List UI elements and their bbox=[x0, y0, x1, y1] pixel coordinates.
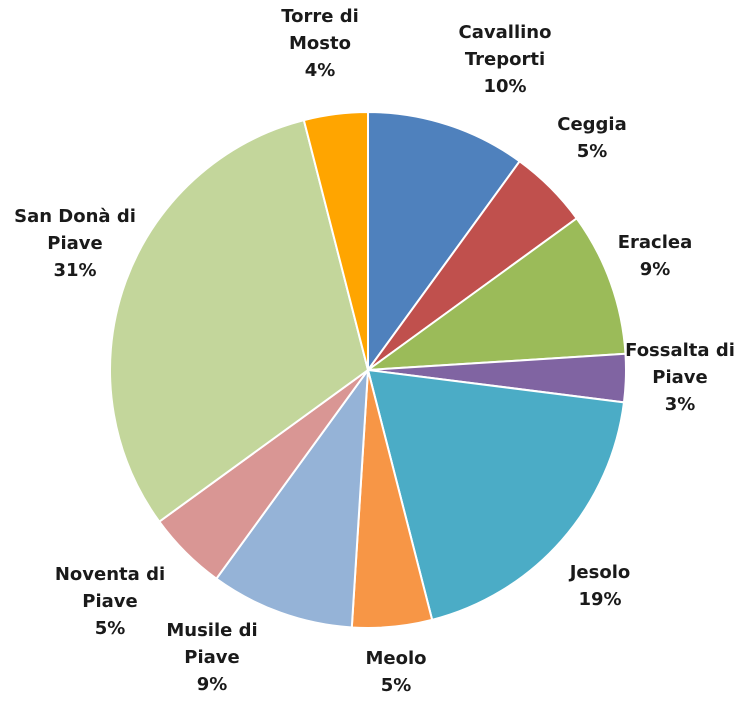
slice-label-cavallino-treporti: Cavallino Treporti 10% bbox=[459, 22, 552, 97]
pie-slices bbox=[109, 110, 627, 629]
slice-label-jesolo: Jesolo 19% bbox=[568, 562, 631, 610]
slice-label-torre-di-mosto: Torre di Mosto 4% bbox=[281, 6, 359, 81]
slice-label-fossalta-di-piave: Fossalta di Piave 3% bbox=[625, 340, 735, 415]
slice-label-ceggia: Ceggia 5% bbox=[557, 114, 627, 162]
pie-slice-jesolo bbox=[366, 368, 626, 622]
pie-slice-musile-di-piave bbox=[214, 366, 370, 629]
slice-label-musile-di-piave: Musile di Piave 9% bbox=[166, 620, 257, 695]
pie-slice-torre-di-mosto bbox=[302, 110, 369, 371]
pie-labels: Cavallino Treporti 10%Ceggia 5% Eraclea 9% Fos… bbox=[14, 6, 735, 696]
slice-label-meolo: Meolo 5% bbox=[365, 648, 426, 696]
slice-label-noventa-di-piave: Noventa di Piave 5% bbox=[55, 564, 165, 639]
pie-slice-san-don-di-piave bbox=[109, 118, 370, 524]
slice-label-san-don-di-piave: San Donà di Piave 31% bbox=[14, 206, 136, 281]
slice-label-eraclea: Eraclea 9% bbox=[618, 232, 693, 280]
pie-slice-eraclea bbox=[364, 216, 627, 372]
pie-slice-cavallino-treporti bbox=[367, 110, 522, 374]
